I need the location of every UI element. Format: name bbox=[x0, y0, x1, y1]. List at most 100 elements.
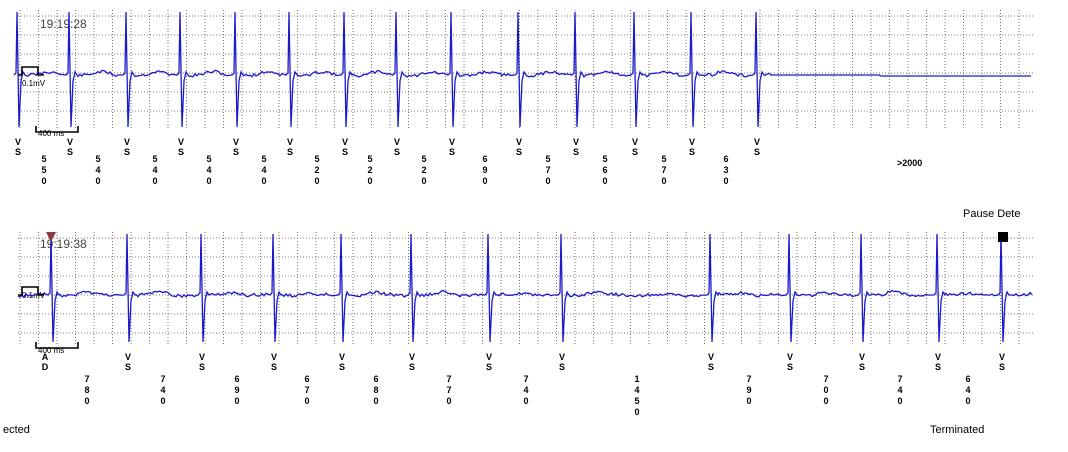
interval-digit: 7 bbox=[661, 165, 666, 175]
beat-label: V bbox=[342, 137, 348, 147]
interval-digit: 5 bbox=[545, 154, 550, 164]
interval-digit: 0 bbox=[545, 176, 550, 186]
interval-digit: 2 bbox=[314, 165, 319, 175]
interval-digit: 6 bbox=[373, 374, 378, 384]
interval-digit: 4 bbox=[261, 165, 266, 175]
interval-digit: 2 bbox=[367, 165, 372, 175]
interval-digit: 0 bbox=[897, 396, 902, 406]
beat-label: V bbox=[486, 352, 492, 362]
beat-label: V bbox=[516, 137, 522, 147]
interval-digit: 5 bbox=[634, 396, 639, 406]
strip-1-time: 19:19:28 bbox=[40, 17, 87, 31]
beat-label: V bbox=[394, 137, 400, 147]
interval-digit: 0 bbox=[95, 176, 100, 186]
beat-label: V bbox=[199, 352, 205, 362]
interval-digit: 9 bbox=[746, 385, 751, 395]
strip-1-trailing-interval: >2000 bbox=[897, 158, 922, 168]
interval-digit: 0 bbox=[421, 176, 426, 186]
strip-2-ms-scale: 400 ms bbox=[38, 346, 64, 355]
interval-digit: 4 bbox=[206, 165, 211, 175]
interval-digit: 4 bbox=[95, 165, 100, 175]
interval-digit: 4 bbox=[965, 385, 970, 395]
interval-digit: 5 bbox=[261, 154, 266, 164]
interval-digit: 5 bbox=[314, 154, 319, 164]
interval-digit: 1 bbox=[634, 374, 639, 384]
beat-label: S bbox=[689, 147, 695, 157]
beat-label: S bbox=[271, 362, 277, 372]
interval-digit: 5 bbox=[41, 165, 46, 175]
interval-digit: 6 bbox=[602, 165, 607, 175]
ms-scale-bar bbox=[35, 342, 79, 349]
beat-label: V bbox=[754, 137, 760, 147]
interval-digit: 5 bbox=[95, 154, 100, 164]
beat-label: V bbox=[787, 352, 793, 362]
interval-digit: 0 bbox=[234, 396, 239, 406]
beat-label: S bbox=[342, 147, 348, 157]
beat-label: S bbox=[339, 362, 345, 372]
interval-digit: 5 bbox=[41, 154, 46, 164]
strip-1-right-label: Pause Dete bbox=[963, 208, 1020, 220]
interval-digit: 0 bbox=[446, 396, 451, 406]
beat-label: A bbox=[42, 352, 49, 362]
interval-digit: 0 bbox=[746, 396, 751, 406]
interval-digit: 5 bbox=[421, 154, 426, 164]
beat-label: S bbox=[394, 147, 400, 157]
interval-digit: 0 bbox=[523, 396, 528, 406]
beat-label: V bbox=[449, 137, 455, 147]
interval-digit: 0 bbox=[84, 396, 89, 406]
beat-label: V bbox=[935, 352, 941, 362]
interval-digit: 6 bbox=[234, 374, 239, 384]
interval-digit: 0 bbox=[482, 176, 487, 186]
beat-label: S bbox=[67, 147, 73, 157]
beat-label: S bbox=[573, 147, 579, 157]
interval-digit: 4 bbox=[160, 385, 165, 395]
beat-label: S bbox=[15, 147, 21, 157]
interval-digit: 0 bbox=[206, 176, 211, 186]
interval-digit: 0 bbox=[41, 176, 46, 186]
interval-digit: 7 bbox=[84, 374, 89, 384]
interval-digit: 7 bbox=[446, 385, 451, 395]
interval-digit: 6 bbox=[965, 374, 970, 384]
strip-1-ms-scale: 400 ms bbox=[38, 129, 64, 138]
beat-label: V bbox=[689, 137, 695, 147]
beat-label: S bbox=[199, 362, 205, 372]
chart-marks: VSVS550VS540VS540VS540VS540VS520VS520VS5… bbox=[13, 11, 1033, 417]
beat-label: V bbox=[573, 137, 579, 147]
interval-digit: 4 bbox=[152, 165, 157, 175]
beat-label: S bbox=[935, 362, 941, 372]
interval-digit: 0 bbox=[367, 176, 372, 186]
beat-label: S bbox=[559, 362, 565, 372]
strip-2-right-label: Terminated bbox=[930, 424, 984, 436]
interval-digit: 9 bbox=[234, 385, 239, 395]
interval-digit: 0 bbox=[634, 407, 639, 417]
beat-label: V bbox=[233, 137, 239, 147]
interval-digit: 7 bbox=[446, 374, 451, 384]
interval-digit: 7 bbox=[160, 374, 165, 384]
interval-digit: 7 bbox=[823, 374, 828, 384]
calibration-pulse bbox=[18, 66, 44, 76]
beat-label: V bbox=[708, 352, 714, 362]
beat-label: S bbox=[178, 147, 184, 157]
interval-digit: 0 bbox=[723, 176, 728, 186]
interval-digit: 6 bbox=[723, 154, 728, 164]
interval-digit: 7 bbox=[523, 374, 528, 384]
beat-label: S bbox=[999, 362, 1005, 372]
interval-digit: 5 bbox=[206, 154, 211, 164]
beat-label: S bbox=[409, 362, 415, 372]
event-marker-triangle bbox=[46, 232, 56, 242]
interval-digit: 4 bbox=[523, 385, 528, 395]
beat-label: D bbox=[42, 362, 49, 372]
interval-digit: 5 bbox=[367, 154, 372, 164]
strip-1-mv-scale: 0.1mV bbox=[22, 79, 46, 88]
beat-label: V bbox=[559, 352, 565, 362]
interval-digit: 7 bbox=[746, 374, 751, 384]
ecg-trace-2 bbox=[17, 233, 1033, 343]
interval-digit: 4 bbox=[897, 385, 902, 395]
interval-digit: 0 bbox=[823, 396, 828, 406]
beat-label: V bbox=[125, 352, 131, 362]
ecg-strip-1: 19:19:28 0.1mV 400 ms >2000 Pause Dete bbox=[22, 17, 1020, 220]
calibration-pulse bbox=[18, 286, 44, 296]
strip-2-time: 19:19:38 bbox=[40, 237, 87, 251]
interval-digit: 9 bbox=[482, 165, 487, 175]
interval-digit: 0 bbox=[373, 396, 378, 406]
